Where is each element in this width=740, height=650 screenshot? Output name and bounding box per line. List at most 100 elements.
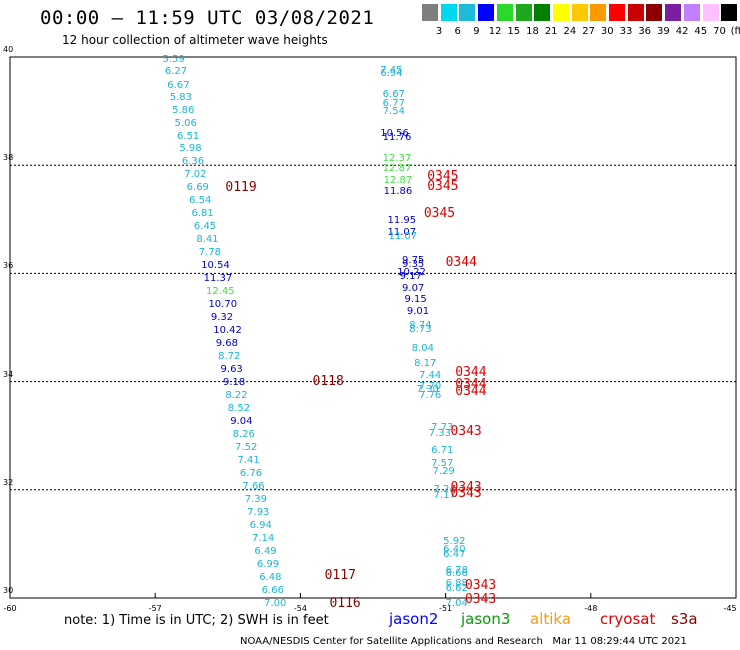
wave-height-label: 9.17 — [399, 271, 422, 283]
wave-height-label: 6.94 — [380, 68, 403, 80]
wave-height-label: 5.59 — [162, 53, 185, 65]
scale-swatch — [683, 4, 700, 21]
pass-time-label: 0116 — [329, 595, 361, 611]
wave-height-label: 7.30 — [416, 384, 439, 396]
scale-swatch — [478, 4, 495, 21]
scale-label: 21 — [544, 26, 558, 37]
wave-height-label: 7.04 — [445, 597, 468, 609]
scale-swatch — [571, 4, 588, 21]
lat-tick-label: 30 — [3, 586, 14, 595]
scale-label: 42 — [675, 26, 689, 37]
wave-height-label: 10.70 — [208, 299, 238, 311]
wave-height-label: 8.41 — [196, 234, 219, 246]
wave-height-label: 5.86 — [172, 105, 195, 117]
pass-time-label: 0344 — [455, 364, 487, 380]
wave-height-label: 11.37 — [203, 273, 233, 285]
scale-label: (ft) — [730, 26, 740, 37]
wave-height-label: 7.57 — [431, 457, 454, 469]
wave-height-label: 6.78 — [445, 564, 468, 576]
wave-height-label: 8.17 — [414, 357, 437, 369]
lat-gridlines — [10, 164, 736, 491]
note-text: note: 1) Time is in UTC; 2) SWH is in fe… — [64, 613, 329, 628]
wave-height-label: 6.45 — [193, 221, 217, 233]
scale-label: 33 — [619, 26, 633, 37]
wave-height-label: 7.14 — [252, 533, 275, 545]
wave-height-label: 10.22 — [397, 266, 426, 278]
wave-height-label: 7.39 — [244, 494, 267, 506]
wave-height-label: 9.68 — [215, 338, 238, 350]
legend-item-altika: altika — [530, 610, 572, 628]
scale-label: 15 — [507, 26, 521, 37]
wave-height-label: 8.26 — [232, 429, 255, 441]
wave-height-label: 8.72 — [218, 351, 241, 363]
wave-height-label: 12.87 — [382, 162, 412, 174]
wave-height-label: 10.54 — [201, 260, 230, 272]
wave-height-label: 7.17 — [433, 490, 456, 502]
wave-height-label: 7.78 — [198, 247, 222, 259]
wave-height-label: 7.66 — [242, 481, 265, 493]
lon-tick-label: -54 — [293, 604, 307, 613]
scale-label: 9 — [473, 26, 480, 37]
lat-tick-label: 34 — [3, 369, 14, 379]
wave-height-label: 6.27 — [164, 66, 188, 78]
wave-height-label: 9.07 — [402, 283, 425, 295]
wave-height-label: 9.63 — [220, 364, 243, 376]
lat-tick-label: 40 — [3, 45, 14, 54]
wave-height-label: 7.70 — [418, 381, 442, 392]
scale-label: 45 — [694, 26, 708, 37]
wave-height-label: 5.06 — [174, 117, 197, 129]
wave-height-label: 6.51 — [176, 130, 200, 142]
wave-height-label: 12.87 — [383, 175, 413, 187]
pass-time-label: 0345 — [427, 178, 459, 194]
wave-height-label: 11.07 — [387, 227, 417, 239]
scale-label: 6 — [454, 26, 461, 37]
lon-tick-label: -45 — [723, 604, 737, 613]
wave-height-label: 11.86 — [383, 186, 413, 198]
pass-time-label: 0344 — [455, 384, 487, 400]
lon-tick-label: -60 — [3, 604, 17, 613]
wave-height-label: 9.01 — [406, 306, 430, 318]
page-subtitle: 12 hour collection of altimeter wave hei… — [62, 33, 328, 47]
pass-time-label: 0345 — [423, 205, 456, 221]
wave-height-label: 6.36 — [181, 155, 205, 167]
wave-height-label: 6.71 — [431, 444, 454, 456]
wave-height-label: 6.77 — [382, 98, 405, 110]
scale-swatch — [534, 4, 551, 21]
pass-time-label: 0345 — [427, 168, 459, 184]
wave-height-label: 7.54 — [382, 106, 405, 118]
scale-swatch — [702, 4, 719, 21]
wave-height-label: 9.75 — [402, 255, 425, 267]
wave-height-label: 12.37 — [382, 153, 412, 165]
wave-height-label: 11.95 — [387, 215, 417, 227]
wave-height-label: 6.81 — [191, 208, 214, 220]
wave-height-label: 7.73 — [431, 422, 454, 434]
wave-height-label: 6.62 — [445, 582, 468, 594]
wave-height-label: 12.45 — [206, 286, 235, 298]
wave-height-label: 6.67 — [382, 88, 405, 100]
wave-height-label: 7.93 — [247, 507, 270, 519]
wave-height-label: 9.32 — [210, 312, 234, 324]
wave-height-label: 5.92 — [443, 536, 466, 548]
scale-swatch — [665, 4, 682, 21]
lon-tick-label: -57 — [148, 604, 162, 613]
wave-height-label: 7.33 — [428, 428, 451, 440]
wave-height-label: 6.66 — [261, 584, 284, 596]
wave-height-label: 5.98 — [179, 142, 202, 154]
wave-height-label: 6.40 — [443, 544, 466, 556]
scale-label: 24 — [563, 26, 577, 37]
scale-swatch — [627, 4, 644, 21]
wave-height-label: 9.04 — [230, 416, 253, 428]
wave-height-label: 8.04 — [411, 343, 434, 355]
wave-height-label: 10.42 — [213, 325, 242, 337]
wave-height-label: 6.94 — [249, 520, 272, 532]
lon-tick-marks — [9, 593, 737, 598]
legend-item-jason3: jason3 — [461, 610, 511, 628]
wave-height-label: 11.76 — [382, 132, 412, 144]
scale-swatch — [422, 4, 438, 21]
pass-time-label: 0117 — [324, 568, 356, 584]
pass-time-label: 0343 — [450, 485, 482, 501]
wave-height-label: 7.00 — [264, 597, 287, 609]
wave-height-label: 7.29 — [432, 465, 455, 477]
scale-swatch — [721, 4, 738, 21]
